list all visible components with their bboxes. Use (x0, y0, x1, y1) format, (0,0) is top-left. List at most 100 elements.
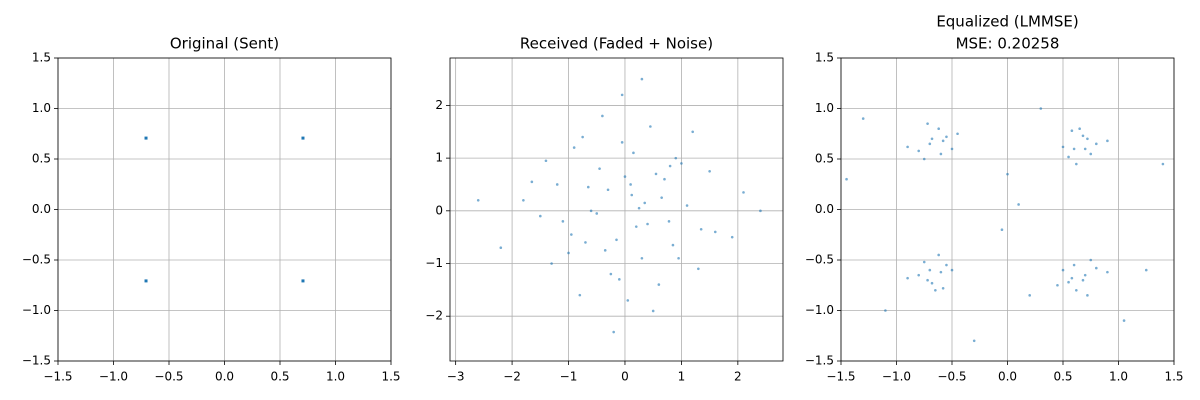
y-tick-label: −1.5 (22, 354, 51, 368)
point (926, 278, 929, 282)
point (1000, 228, 1004, 231)
point (643, 201, 647, 205)
point (1122, 319, 1126, 322)
point (699, 227, 703, 231)
point (1067, 155, 1070, 159)
y-tick-label: −1.0 (22, 303, 51, 317)
point (1161, 162, 1165, 166)
point (945, 263, 948, 267)
point (632, 151, 635, 155)
point (570, 233, 573, 236)
point (606, 188, 610, 192)
point (674, 156, 678, 160)
point (589, 209, 593, 213)
point (1086, 294, 1089, 297)
point (629, 183, 632, 186)
point (956, 132, 959, 136)
y-tick-label: −0.5 (805, 253, 834, 267)
x-tick-label: 1 (678, 370, 686, 384)
plot-frame (449, 57, 784, 362)
y-tick-label: −1.5 (805, 354, 834, 368)
point (640, 256, 644, 260)
point (922, 260, 926, 264)
point (671, 243, 675, 247)
plot-area (450, 58, 783, 361)
point (884, 309, 887, 312)
point (972, 339, 976, 343)
point (476, 198, 480, 202)
point (301, 279, 305, 283)
point (626, 299, 630, 302)
chart-title: Original (Sent) (170, 35, 279, 53)
y-tick-label: 1.5 (815, 51, 834, 65)
point (649, 125, 652, 128)
point (654, 172, 658, 176)
point (713, 230, 717, 234)
chart-title: Received (Faded + Noise) (520, 35, 713, 53)
point (595, 212, 599, 215)
x-tick-label: −1.5 (826, 370, 855, 384)
x-tick-label: −0.5 (937, 370, 966, 384)
point (1089, 258, 1093, 262)
point (660, 196, 663, 199)
point (1083, 273, 1087, 277)
x-tick-label: 1.0 (1109, 370, 1128, 384)
x-tick-label: −3 (447, 370, 465, 384)
point (922, 157, 926, 161)
point (598, 167, 601, 170)
point (601, 114, 604, 118)
y-tick-label: 1.5 (32, 51, 51, 65)
point (934, 289, 937, 292)
point (640, 77, 644, 81)
y-tick-label: 0.0 (815, 202, 834, 216)
point (578, 293, 582, 297)
point (1056, 283, 1059, 287)
x-tick-label: 0.5 (1053, 370, 1072, 384)
point (937, 253, 940, 257)
point (1072, 147, 1076, 151)
point (742, 191, 745, 194)
point (615, 238, 618, 242)
point (618, 278, 621, 281)
point (637, 206, 641, 210)
x-tick-label: −2 (503, 370, 521, 384)
point (620, 93, 624, 97)
point (939, 152, 943, 156)
point (1067, 280, 1070, 284)
x-tick-label: 1.5 (1164, 370, 1183, 384)
y-tick-label: −1.0 (805, 303, 834, 317)
point (917, 273, 920, 277)
point (930, 281, 934, 285)
x-tick-label: 0.0 (215, 370, 234, 384)
point (1106, 139, 1109, 143)
point (926, 122, 929, 125)
point (950, 268, 954, 272)
point (939, 270, 943, 274)
point (630, 193, 634, 197)
point (620, 141, 624, 144)
point (1095, 266, 1098, 270)
point (544, 159, 548, 163)
y-tick-label: −2 (425, 309, 443, 323)
x-tick-label: −0.5 (154, 370, 183, 384)
y-tick-label: 0.5 (815, 152, 834, 166)
x-tick-label: 0.0 (998, 370, 1017, 384)
point (1039, 107, 1043, 110)
point (555, 183, 559, 186)
point (657, 283, 661, 286)
chart-title: Equalized (LMMSE) (936, 13, 1078, 31)
point (1075, 162, 1078, 166)
point (144, 279, 148, 283)
point (1061, 145, 1065, 149)
point (937, 127, 940, 130)
point (586, 185, 590, 189)
point (634, 225, 638, 228)
point (917, 149, 920, 153)
point (1006, 172, 1009, 176)
point (930, 137, 934, 141)
x-tick-label: 0 (621, 370, 629, 384)
point (1078, 127, 1081, 130)
point (522, 198, 525, 202)
point (1144, 268, 1148, 272)
plot-frame (840, 57, 1175, 362)
